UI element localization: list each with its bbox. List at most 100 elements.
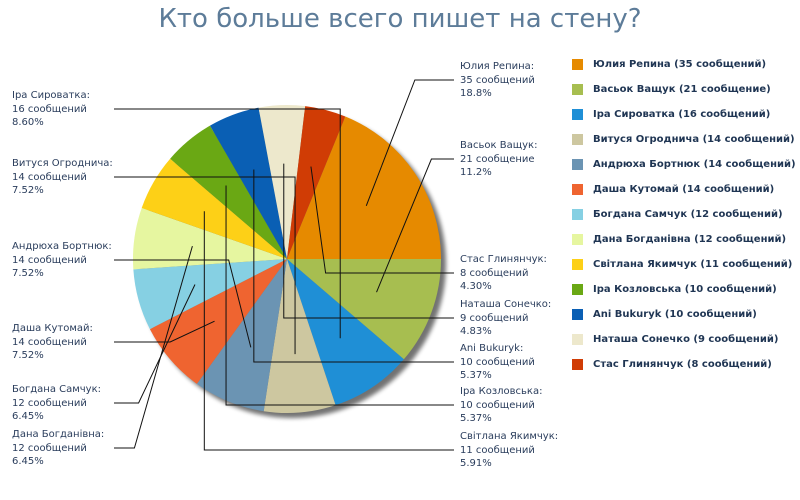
slice-label-count: 21 сообщение [460,153,535,165]
legend-swatch [572,59,583,70]
legend-label: Богдана Самчук (12 сообщений) [593,209,783,220]
leader-line-дана-богданівна [114,245,193,449]
slice-label-name: Стас Глинянчук: [460,254,547,265]
slice-label-count: 16 сообщений [12,103,87,115]
slice-label: Васьок Ващук: 21 сообщение 11.2% [460,139,537,180]
chart-title: Кто больше всего пишет на стену? [158,4,642,34]
pie-slice-андрюха-бортнюк [196,259,287,412]
pie-slice-іра-сироватка [287,259,404,406]
slice-label: Андрюха Бортнюк: 14 сообщений 7.52% [12,240,112,281]
slice-label: Стас Глинянчук: 8 сообщений 4.30% [460,253,547,294]
legend-label: Світлана Якимчук (11 сообщений) [593,259,793,270]
slice-label: Витуся Огроднича: 14 сообщений 7.52% [12,157,113,198]
legend-swatch [572,209,583,220]
legend-swatch [572,84,583,95]
slice-label-name: Ani Bukuryk: [460,343,524,354]
slice-label: Світлана Якимчук: 11 сообщений 5.91% [460,430,558,471]
pie-slice-даша-кутомай [149,259,287,384]
leader-line-наташа-сонечко [283,163,454,319]
leader-line-богдана-самчук [114,284,196,404]
slice-label-percent: 11.2% [460,167,492,178]
pie-slice-васьок-ващук [287,259,441,360]
leader-line-стас-глинянчук [310,166,454,274]
slice-label-percent: 6.45% [12,411,44,422]
slice-label-percent: 4.30% [460,281,492,292]
leader-line-юлия-репина [365,79,454,206]
slice-label-name: Андрюха Бортнюк: [12,241,112,252]
slice-label-count: 12 сообщений [12,442,87,454]
slice-label-name: Витуся Огроднича: [12,158,113,169]
legend-item: Дана Богданівна (12 сообщений) [572,227,800,252]
legend-label: Витуся Огроднича (14 сообщений) [593,134,795,145]
slice-label: Іра Сироватка: 16 сообщений 8.60% [12,89,90,130]
slice-label-percent: 5.37% [460,413,492,424]
legend-label: Ani Bukuryk (10 сообщений) [593,309,757,320]
slice-label-name: Богдана Самчук: [12,384,102,395]
slice-label-count: 11 сообщений [460,444,535,456]
slice-label: Даша Кутомай: 14 сообщений 7.52% [12,322,93,363]
slice-label-count: 14 сообщений [12,336,87,348]
legend-label: Наташа Сонечко (9 сообщений) [593,334,779,345]
slice-label-name: Іра Козловська: [460,386,543,397]
pie-slice-витуся-огроднича [263,259,336,413]
legend-item: Ani Bukuryk (10 сообщений) [572,302,800,327]
slice-label-name: Наташа Сонечко: [460,299,552,310]
slice-label-percent: 7.52% [12,185,44,196]
legend-swatch [572,359,583,370]
legend-item: Стас Глинянчук (8 сообщений) [572,352,800,377]
slice-label-count: 10 сообщений [460,356,535,368]
leader-line-іра-козловська [225,185,454,406]
leader-line-іра-сироватка [114,108,341,339]
slice-label: Юлия Репина: 35 сообщений 18.8% [460,60,535,101]
legend-swatch [572,134,583,145]
slice-label-name: Дана Богданівна: [12,429,105,440]
pie-slice-ani-bukuryk [210,107,287,259]
slice-label-name: Іра Сироватка: [12,90,90,101]
legend-label: Іра Сироватка (16 сообщений) [593,109,771,120]
legend-swatch [572,259,583,270]
slice-label: Дана Богданівна: 12 сообщений 6.45% [12,428,104,469]
slice-label: Іра Козловська: 10 сообщений 5.37% [460,385,542,426]
legend-label: Іра Козловська (10 сообщений) [593,284,777,295]
pie-slice-богдана-самчук [133,259,287,330]
legend-item: Світлана Якимчук (11 сообщений) [572,252,800,277]
legend-item: Юлия Репина (35 сообщений) [572,52,800,77]
slice-label-percent: 6.45% [12,456,44,467]
slice-label-name: Світлана Якимчук: [460,431,559,442]
slice-label-percent: 18.8% [460,88,492,99]
legend-label: Юлия Репина (35 сообщений) [593,59,767,70]
leader-line-витуся-огроднича [114,176,296,355]
legend-item: Витуся Огроднича (14 сообщений) [572,127,800,152]
slice-label-name: Васьок Ващук: [460,140,538,151]
legend-item: Васьок Ващук (21 сообщение) [572,77,800,102]
legend-item: Наташа Сонечко (9 сообщений) [572,327,800,352]
slice-label-percent: 7.52% [12,350,44,361]
slice-label-count: 14 сообщений [12,254,87,266]
legend-item: Іра Козловська (10 сообщений) [572,277,800,302]
pie-slice-стас-глинянчук [287,106,346,260]
slice-label: Наташа Сонечко: 9 сообщений 4.83% [460,298,551,339]
legend-swatch [572,309,583,320]
slice-label-count: 14 сообщений [12,171,87,183]
legend-swatch [572,284,583,295]
leader-line-світлана-якимчук [203,211,454,451]
leader-line-андрюха-бортнюк [114,259,252,348]
slice-label-percent: 5.37% [460,370,492,381]
slice-label-name: Даша Кутомай: [12,323,93,334]
slice-label: Богдана Самчук: 12 сообщений 6.45% [12,383,101,424]
pie-slice-наташа-сонечко [258,105,306,259]
leader-line-ani-bukuryk [253,169,454,363]
legend-label: Стас Глинянчук (8 сообщений) [593,359,772,370]
legend-item: Даша Кутомай (14 сообщений) [572,177,800,202]
legend-swatch [572,109,583,120]
slice-label-count: 12 сообщений [12,397,87,409]
legend-label: Васьок Ващук (21 сообщение) [593,84,771,95]
legend-item: Іра Сироватка (16 сообщений) [572,102,800,127]
slice-label: Ani Bukuryk: 10 сообщений 5.37% [460,342,535,383]
slice-label-percent: 7.52% [12,268,44,279]
legend-swatch [572,184,583,195]
legend-label: Даша Кутомай (14 сообщений) [593,184,775,195]
slice-label-count: 9 сообщений [460,312,529,324]
pie-slice-іра-козловська [170,125,287,260]
